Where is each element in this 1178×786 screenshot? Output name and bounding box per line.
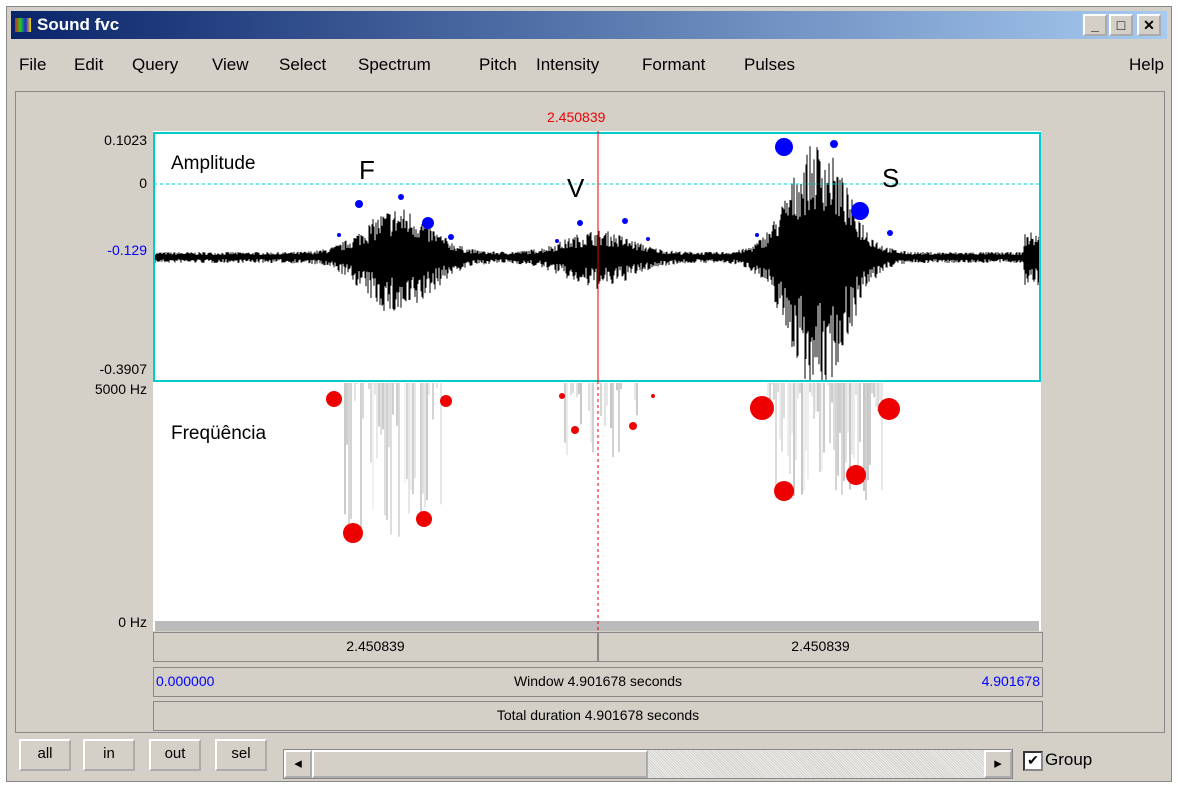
marker xyxy=(622,218,628,224)
menu-item[interactable]: Pulses xyxy=(744,55,795,75)
amplitude-label: Amplitude xyxy=(171,153,256,174)
marker xyxy=(750,396,774,420)
marker xyxy=(440,395,452,407)
marker xyxy=(887,230,893,236)
menu-item[interactable]: Formant xyxy=(642,55,705,75)
window-end: 4.901678 xyxy=(982,668,1040,694)
amplitude-zero: 0 xyxy=(7,175,147,191)
minimize-button[interactable]: _ xyxy=(1083,14,1107,36)
frequency-max: 5000 Hz xyxy=(7,381,147,397)
scroll-left[interactable]: ◂ xyxy=(284,750,312,778)
amplitude-max: 0.1023 xyxy=(7,132,147,148)
menu-item[interactable]: Query xyxy=(132,55,178,75)
window-start: 0.000000 xyxy=(156,668,214,694)
low-frequency-band xyxy=(155,621,1039,631)
window-bar[interactable]: 0.000000 Window 4.901678 seconds 4.90167… xyxy=(153,667,1043,697)
close-button[interactable]: ✕ xyxy=(1137,14,1161,36)
marker xyxy=(416,511,432,527)
amplitude-cursor: -0.129 xyxy=(7,242,147,258)
sound-plot: Amplitude F V S Freqüência xyxy=(153,131,1043,631)
menu-item[interactable]: Spectrum xyxy=(358,55,431,75)
selection-left[interactable]: 2.450839 xyxy=(153,632,598,662)
annotation-v: V xyxy=(567,173,585,203)
button[interactable]: in xyxy=(83,739,135,771)
marker xyxy=(774,481,794,501)
page: Sound fvc _ □ ✕ Help 0.1023 0 -0.129 -0.… xyxy=(0,0,1178,786)
window: Sound fvc _ □ ✕ Help 0.1023 0 -0.129 -0.… xyxy=(6,6,1172,782)
marker xyxy=(343,523,363,543)
group-label: Group xyxy=(1045,750,1092,770)
frequency-label: Freqüência xyxy=(171,423,266,444)
marker xyxy=(355,200,363,208)
selection-right[interactable]: 2.450839 xyxy=(598,632,1043,662)
button[interactable]: all xyxy=(19,739,71,771)
scroll-right[interactable]: ▸ xyxy=(984,750,1012,778)
menu-item[interactable]: Pitch xyxy=(479,55,517,75)
menu-item[interactable]: Help xyxy=(1129,55,1164,75)
marker xyxy=(337,233,341,237)
amplitude-min: -0.3907 xyxy=(7,361,147,377)
marker xyxy=(830,140,838,148)
annotation-f: F xyxy=(359,155,375,185)
marker xyxy=(571,426,579,434)
marker xyxy=(851,202,869,220)
annotation-s: S xyxy=(882,163,899,193)
menu-item[interactable]: Intensity xyxy=(536,55,599,75)
window-label: Window 4.901678 seconds xyxy=(514,673,682,689)
marker xyxy=(878,398,900,420)
marker xyxy=(577,220,583,226)
marker xyxy=(646,237,650,241)
scrollbar[interactable]: ◂ ▸ xyxy=(283,749,1013,779)
marker xyxy=(448,234,454,240)
marker xyxy=(555,239,559,243)
frequency-min: 0 Hz xyxy=(7,614,147,630)
title-bar: Sound fvc _ □ ✕ xyxy=(11,11,1167,39)
marker xyxy=(422,217,434,229)
menu-item[interactable]: View xyxy=(212,55,249,75)
marker xyxy=(559,393,565,399)
marker xyxy=(629,422,637,430)
group-checkbox[interactable]: ✔ xyxy=(1023,751,1043,771)
app-icon xyxy=(15,18,31,32)
marker xyxy=(398,194,404,200)
marker xyxy=(755,233,759,237)
menu-item[interactable]: File xyxy=(19,55,46,75)
button[interactable]: out xyxy=(149,739,201,771)
marker xyxy=(651,394,655,398)
window-title: Sound fvc xyxy=(37,11,119,39)
button[interactable]: sel xyxy=(215,739,267,771)
menu-item[interactable]: Select xyxy=(279,55,326,75)
maximize-button[interactable]: □ xyxy=(1109,14,1133,36)
scroll-thumb[interactable] xyxy=(312,750,648,778)
total-duration-bar[interactable]: Total duration 4.901678 seconds xyxy=(153,701,1043,731)
marker xyxy=(775,138,793,156)
menu-item[interactable]: Edit xyxy=(74,55,103,75)
marker xyxy=(846,465,866,485)
cursor-time: 2.450839 xyxy=(547,109,605,125)
marker xyxy=(326,391,342,407)
